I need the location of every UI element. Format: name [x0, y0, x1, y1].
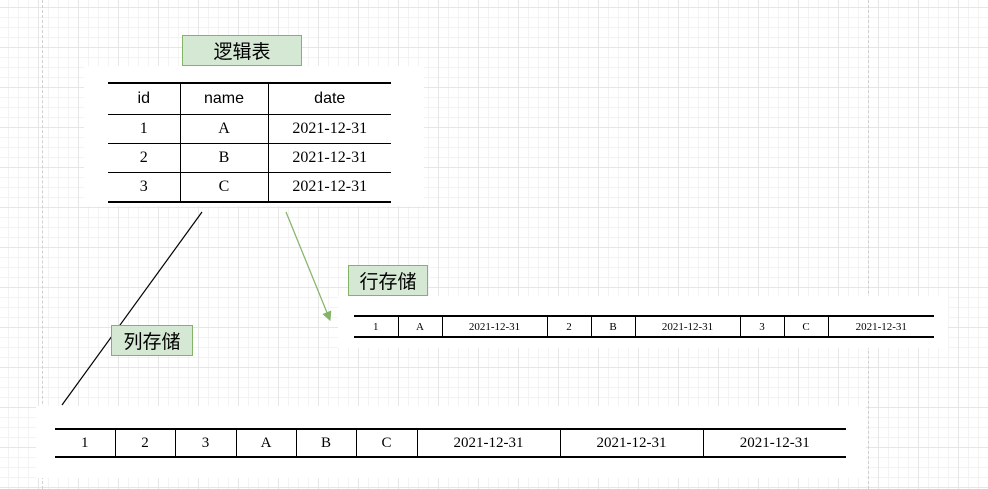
row-storage-label[interactable]: 行存储 [348, 265, 428, 296]
header-name: name [179, 82, 268, 115]
column-storage-connector[interactable] [61, 211, 203, 406]
cell-name: B [179, 143, 268, 173]
storage-cell: B [590, 315, 635, 338]
storage-cell: 2021-12-31 [702, 428, 846, 458]
storage-cell: 1 [354, 315, 398, 338]
storage-cell: 2021-12-31 [559, 428, 703, 458]
storage-cell: 2021-12-31 [416, 428, 560, 458]
storage-cell: B [295, 428, 356, 458]
column-storage-label[interactable]: 列存储 [111, 325, 193, 356]
storage-cell: 2 [114, 428, 175, 458]
logical-table-header: id name date [108, 82, 391, 115]
storage-cell: 2021-12-31 [441, 315, 547, 338]
storage-cell: A [397, 315, 442, 338]
logical-table: id name date 1 A 2021-12-31 2 B 2021-12-… [108, 82, 391, 203]
table-row: 3 C 2021-12-31 [108, 172, 391, 203]
cell-date: 2021-12-31 [267, 143, 391, 173]
page-boundary-right [868, 0, 869, 489]
table-row: 2 B 2021-12-31 [108, 143, 391, 173]
storage-cell: 2 [546, 315, 591, 338]
header-date: date [267, 82, 391, 115]
cell-id: 2 [108, 143, 180, 173]
column-storage-cells: 1 2 3 A B C 2021-12-31 2021-12-31 2021-1… [55, 428, 846, 458]
page-boundary-left [42, 0, 43, 489]
storage-cell: A [235, 428, 296, 458]
cell-date: 2021-12-31 [267, 172, 391, 203]
storage-cell: C [355, 428, 417, 458]
cell-name: C [179, 172, 268, 203]
cell-id: 1 [108, 114, 180, 144]
row-storage-arrow[interactable] [285, 211, 332, 322]
storage-cell: 1 [55, 428, 115, 458]
storage-cell: 2021-12-31 [827, 315, 934, 338]
storage-cell: 3 [174, 428, 236, 458]
row-storage-cells: 1 A 2021-12-31 2 B 2021-12-31 3 C 2021-1… [354, 315, 934, 338]
cell-id: 3 [108, 172, 180, 203]
cell-date: 2021-12-31 [267, 114, 391, 144]
storage-cell: 3 [739, 315, 784, 338]
cell-name: A [179, 114, 268, 144]
logical-table-label[interactable]: 逻辑表 [182, 35, 302, 66]
row-storage-strip: 1 A 2021-12-31 2 B 2021-12-31 3 C 2021-1… [354, 315, 934, 338]
header-id: id [108, 82, 180, 115]
column-storage-strip: 1 2 3 A B C 2021-12-31 2021-12-31 2021-1… [55, 428, 846, 458]
table-row: 1 A 2021-12-31 [108, 114, 391, 144]
storage-cell: 2021-12-31 [634, 315, 740, 338]
storage-cell: C [783, 315, 828, 338]
